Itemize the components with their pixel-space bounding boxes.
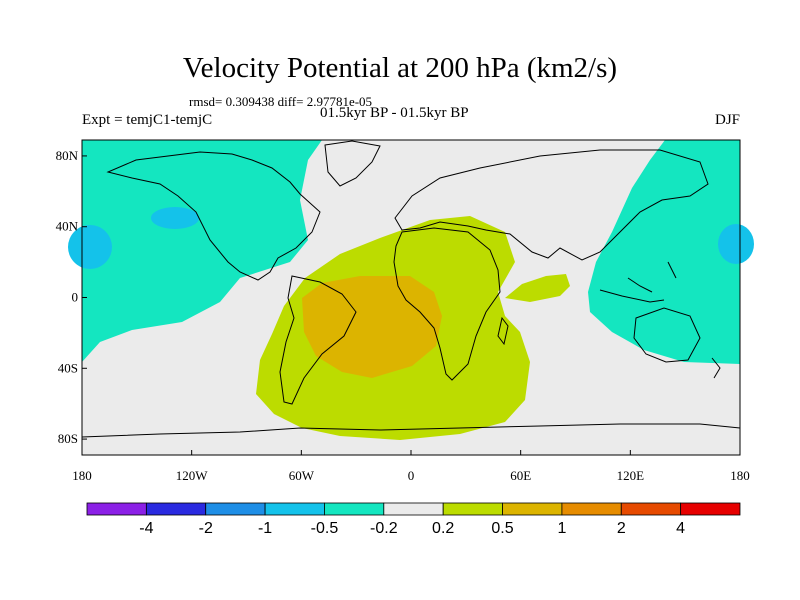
- lat-tick-label: 40S: [58, 360, 78, 375]
- map-panel: [68, 139, 754, 456]
- coast-north-america: [106, 151, 321, 281]
- contour-negative-west-core-b: [151, 207, 199, 229]
- colorbar-swatch: [145, 502, 207, 516]
- colorbar: -4 -2 -1 -0.5 -0.2 0.2 0.5 1 2 4: [86, 502, 741, 537]
- chart-title: Velocity Potential at 200 hPa (km2/s): [182, 52, 618, 84]
- coast-south-america: [279, 275, 357, 405]
- lon-tick-label: 120W: [176, 468, 209, 483]
- colorbar-swatch: [680, 502, 741, 516]
- coast-africa: [393, 227, 501, 381]
- contour-negative-east: [588, 140, 740, 364]
- lat-tick-label: 40N: [56, 219, 79, 234]
- contour-positive-indian: [505, 274, 570, 302]
- colorbar-swatch: [324, 502, 385, 516]
- coast-maritime-asia: [599, 261, 677, 303]
- colorbar-label: -0.5: [311, 520, 339, 537]
- lon-tick-label: 120E: [617, 468, 645, 483]
- lon-tick-label: 180: [72, 468, 92, 483]
- colorbar-label: 1: [557, 520, 566, 537]
- lon-tick-label: 60E: [510, 468, 531, 483]
- colorbar-swatch: [502, 502, 563, 516]
- experiment-label: Expt = temjC1-temjC: [82, 112, 213, 128]
- coast-madagascar: [497, 316, 509, 346]
- coast-antarctica: [81, 423, 741, 438]
- colorbar-label: 4: [676, 520, 685, 537]
- colorbar-label: -1: [258, 520, 272, 537]
- lat-tick-label: 80S: [58, 431, 78, 446]
- colorbar-swatch: [561, 502, 622, 516]
- lon-tick-label: 0: [408, 468, 415, 483]
- stats-line: rmsd= 0.309438 diff= 2.97781e-05: [189, 94, 373, 109]
- contour-negative-west: [82, 140, 322, 362]
- colorbar-label: -2: [199, 520, 213, 537]
- coast-eurasia: [394, 149, 709, 261]
- colorbar-label: 0.5: [491, 520, 513, 537]
- coastlines: [81, 140, 741, 438]
- colorbar-swatch: [86, 502, 147, 516]
- colorbar-label: -0.2: [370, 520, 398, 537]
- colorbar-swatch: [205, 502, 266, 516]
- coast-greenland: [324, 140, 381, 187]
- lat-tick-label: 80N: [56, 148, 79, 163]
- colorbar-swatch: [264, 502, 325, 516]
- lon-tick-label: 60W: [289, 468, 315, 483]
- coast-australia: [633, 307, 701, 363]
- contour-negative-west-core-a: [68, 225, 112, 269]
- contour-negative-east-core: [718, 224, 754, 264]
- longitude-axis: 180 120W 60W 0 60E 120E 180: [72, 450, 750, 483]
- colorbar-label: 0.2: [432, 520, 454, 537]
- colorbar-swatch: [620, 502, 682, 516]
- colorbar-label: -4: [139, 520, 153, 537]
- lat-tick-label: 0: [72, 290, 79, 305]
- coast-new-zealand: [711, 357, 721, 379]
- period-label: 01.5kyr BP - 01.5kyr BP: [320, 105, 469, 121]
- season-label: DJF: [714, 112, 740, 128]
- colorbar-swatch: [442, 502, 503, 516]
- colorbar-swatch: [383, 502, 444, 516]
- lon-tick-label: 180: [730, 468, 750, 483]
- latitude-axis: 80N 40N 0 40S 80S: [56, 148, 87, 446]
- colorbar-label: 2: [617, 520, 626, 537]
